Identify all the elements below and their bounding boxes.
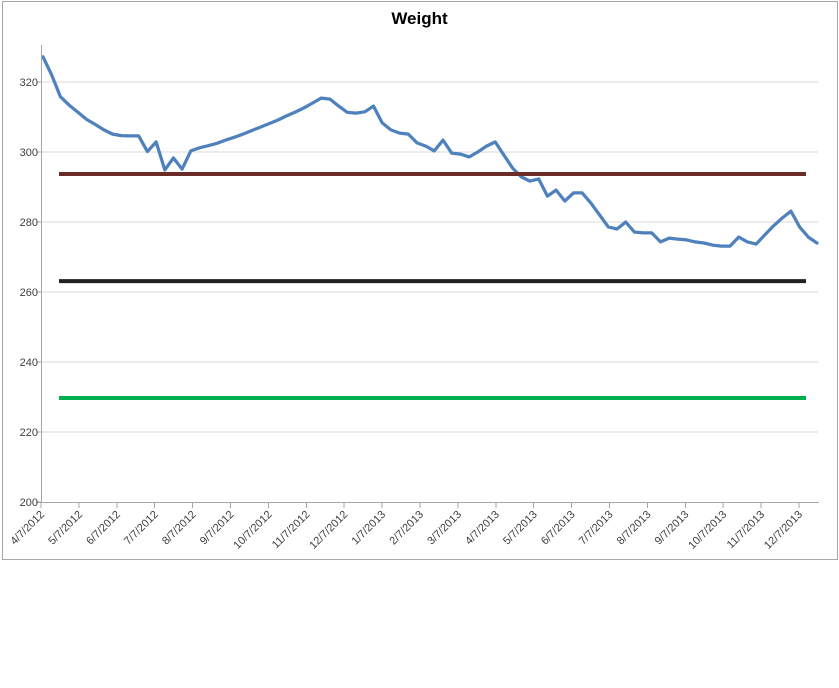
x-axis-label: 11/7/2012	[270, 509, 313, 552]
empty-whitespace	[0, 561, 839, 688]
x-axis-label: 9/7/2013	[653, 509, 692, 548]
x-axis-label: 10/7/2012	[231, 509, 274, 552]
y-axis-label: 260	[20, 287, 38, 299]
x-axis-label: 4/7/2012	[8, 509, 47, 548]
x-axis-label: 10/7/2013	[686, 509, 729, 552]
x-axis-label: 11/7/2013	[725, 509, 768, 552]
x-axis-label: 8/7/2012	[160, 509, 199, 548]
x-axis-label: 7/7/2012	[122, 509, 161, 548]
x-axis-label: 8/7/2013	[615, 509, 654, 548]
x-axis-label: 7/7/2013	[577, 509, 616, 548]
y-axis-label: 200	[20, 497, 38, 509]
x-axis-label: 1/7/2013	[349, 509, 388, 548]
x-axis-label: 2/7/2013	[387, 509, 426, 548]
y-axis-label: 240	[20, 357, 38, 369]
y-axis-label: 300	[20, 147, 38, 159]
x-axis-label: 6/7/2013	[539, 509, 578, 548]
chart-title: Weight	[391, 9, 448, 28]
y-axis-label: 220	[20, 427, 38, 439]
x-axis-label: 9/7/2012	[198, 509, 237, 548]
x-axis-label: 12/7/2012	[307, 509, 350, 552]
y-axis-label: 280	[20, 217, 38, 229]
series-weight-weekly	[41, 55, 819, 248]
x-axis-label: 5/7/2012	[46, 509, 85, 548]
x-axis-label: 6/7/2012	[84, 509, 123, 548]
x-axis-label: 4/7/2013	[463, 509, 502, 548]
x-axis-label: 5/7/2013	[501, 509, 540, 548]
x-axis-label: 3/7/2013	[425, 509, 464, 548]
x-axis-label: 12/7/2013	[762, 509, 805, 552]
y-axis-label: 320	[20, 77, 38, 89]
